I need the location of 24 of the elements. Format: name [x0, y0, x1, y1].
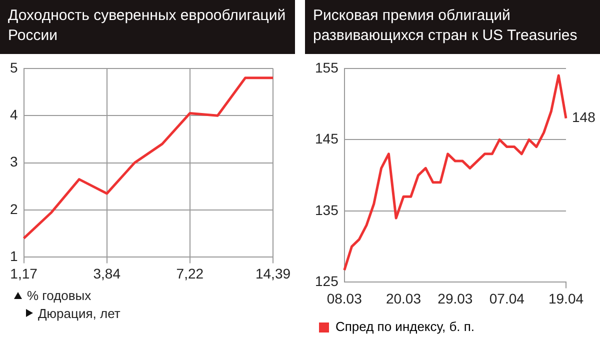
y-tick-label: 5	[10, 59, 18, 76]
x-tick-label: 08.03	[326, 290, 362, 306]
chart-title: Доходность суверенных еврооблигаций России	[0, 0, 295, 54]
y-tick-label: 1	[10, 248, 18, 264]
data-label: 148	[572, 109, 596, 126]
x-tick-label: 07.04	[489, 290, 525, 306]
y-tick-label: 135	[315, 202, 339, 218]
x-tick-label: 3,84	[93, 265, 121, 282]
y-tick-label: 3	[10, 154, 18, 170]
legend-label: Спред по индексу, б. п.	[336, 319, 475, 334]
x-tick-label: 29.03	[438, 290, 473, 306]
text: % годовых	[27, 288, 92, 302]
text: Дюрация, лет	[38, 306, 120, 320]
chart-title: Рисковая премия облигаций развивающихся стран к US Treasuries	[305, 0, 600, 54]
y-tick-label: 145	[315, 130, 339, 147]
x-tick-label: 20.03	[386, 290, 422, 306]
x-tick-label: 1,17	[10, 265, 38, 282]
x-tick-label: 7,22	[176, 265, 204, 282]
y-tick-label: 125	[315, 273, 339, 290]
y-tick-label: 4	[10, 106, 18, 122]
x-tick-label: 19.04	[548, 290, 584, 306]
x-tick-label: 14,39	[255, 265, 291, 282]
y-tick-label: 2	[10, 200, 18, 217]
y-tick-label: 155	[315, 59, 339, 76]
